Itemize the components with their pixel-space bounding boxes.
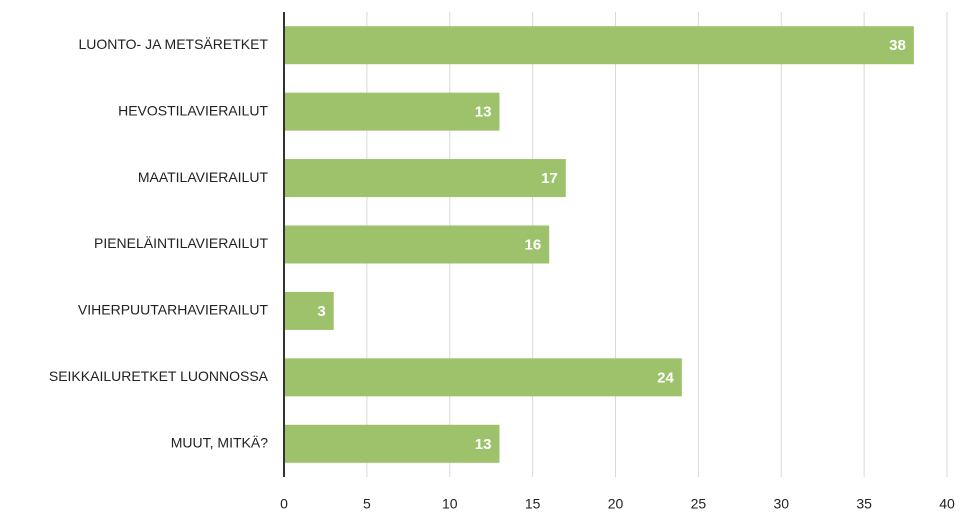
x-tick-label: 40 bbox=[939, 496, 955, 512]
data-label: 17 bbox=[541, 170, 558, 187]
data-label: 16 bbox=[525, 236, 542, 253]
x-tick-label: 0 bbox=[280, 496, 288, 512]
y-tick-label: SEIKKAILURETKET LUONNOSSA bbox=[49, 368, 269, 384]
data-label: 24 bbox=[657, 369, 674, 386]
data-label: 3 bbox=[317, 303, 325, 320]
x-tick-label: 5 bbox=[363, 496, 371, 512]
data-label: 38 bbox=[889, 37, 906, 54]
x-tick-label: 30 bbox=[773, 496, 789, 512]
x-tick-label: 15 bbox=[525, 496, 541, 512]
bar bbox=[284, 358, 682, 397]
x-tick-label: 10 bbox=[442, 496, 458, 512]
bar bbox=[284, 225, 550, 264]
x-tick-label: 25 bbox=[691, 496, 707, 512]
data-label: 13 bbox=[475, 104, 492, 121]
bar bbox=[284, 159, 566, 198]
y-tick-label: VIHERPUUTARHAVIERAILUT bbox=[78, 302, 269, 318]
y-tick-label: PIENELÄINTILAVIERAILUT bbox=[94, 235, 268, 251]
bar bbox=[284, 26, 914, 65]
data-label: 13 bbox=[475, 436, 492, 453]
bar bbox=[284, 291, 334, 330]
x-tick-label: 35 bbox=[856, 496, 872, 512]
x-tick-label: 20 bbox=[608, 496, 624, 512]
bar bbox=[284, 92, 500, 131]
y-tick-label: MAATILAVIERAILUT bbox=[138, 169, 269, 185]
y-tick-label: MUUT, MITKÄ? bbox=[171, 434, 268, 450]
bar bbox=[284, 424, 500, 463]
y-tick-label: LUONTO- JA METSÄRETKET bbox=[78, 36, 268, 52]
y-tick-label: HEVOSTILAVIERAILUT bbox=[118, 102, 268, 118]
